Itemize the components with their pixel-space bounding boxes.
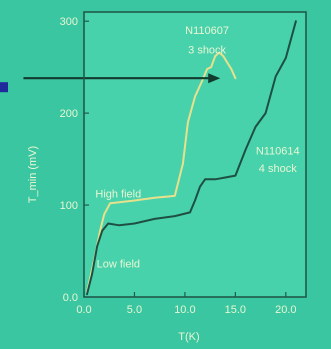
plot-area <box>84 12 306 297</box>
x-tick-label-2: 10.0 <box>174 304 195 316</box>
x-tick-label-4: 20.0 <box>275 304 296 316</box>
axes-frame <box>83 11 307 298</box>
y-tick-label-3: 300 <box>60 16 78 28</box>
y-axis-label: T_min (mV) <box>27 146 39 203</box>
label-high-field: High field <box>95 189 141 201</box>
arrow-head <box>208 73 221 84</box>
arrow-layer <box>23 73 221 84</box>
label-low-field: Low field <box>97 259 140 271</box>
x-axis-label: T(K) <box>178 331 199 343</box>
y-tick-label-1: 100 <box>60 200 78 212</box>
blue-marker <box>0 82 8 93</box>
axes: 0.0 5.0 10.0 15.0 20.0 0.0 100 200 300 <box>60 11 307 316</box>
label-sample-right-1: N110614 <box>256 146 300 158</box>
annotations: High field Low field N110607 3 shock N110614… <box>95 25 299 271</box>
series-line-1 <box>86 20 297 296</box>
label-sample-top-2: 3 shock <box>188 44 226 56</box>
x-tick-label-3: 15.0 <box>225 304 246 316</box>
series-line-0 <box>86 51 237 294</box>
y-tick-label-0: 0.0 <box>63 292 78 304</box>
series-layer <box>86 20 297 296</box>
label-sample-top-1: N110607 <box>185 25 229 37</box>
x-tick-label-0: 0.0 <box>76 304 91 316</box>
x-tick-label-1: 5.0 <box>127 304 142 316</box>
y-tick-label-2: 200 <box>60 108 78 120</box>
label-sample-right-2: 4 shock <box>259 163 297 175</box>
